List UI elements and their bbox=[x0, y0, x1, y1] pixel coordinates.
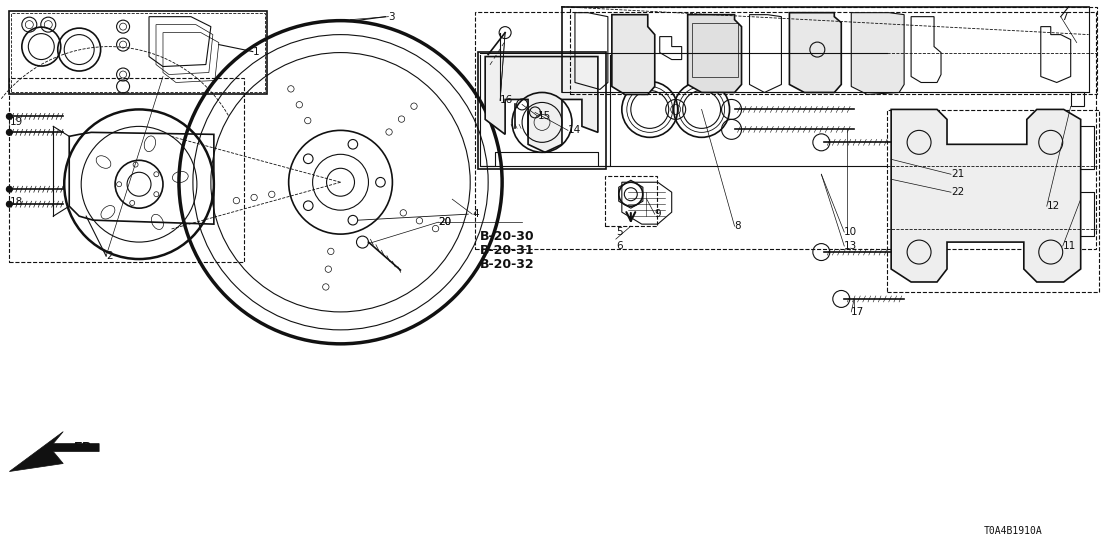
Text: 20: 20 bbox=[439, 217, 451, 227]
Text: B-20-30: B-20-30 bbox=[480, 229, 535, 243]
Circle shape bbox=[7, 114, 12, 120]
Bar bbox=[888, 110, 1099, 292]
Circle shape bbox=[7, 186, 12, 192]
Text: 18: 18 bbox=[9, 197, 22, 207]
Text: 4: 4 bbox=[472, 209, 479, 219]
Text: B-20-31: B-20-31 bbox=[480, 244, 535, 257]
Polygon shape bbox=[789, 13, 841, 93]
Text: 19: 19 bbox=[9, 117, 22, 127]
Bar bbox=[605, 176, 657, 226]
Text: 16: 16 bbox=[500, 95, 513, 105]
Polygon shape bbox=[688, 14, 741, 93]
Bar bbox=[11, 13, 265, 93]
Text: 21: 21 bbox=[951, 170, 964, 179]
Text: 2: 2 bbox=[106, 251, 113, 261]
Text: 10: 10 bbox=[844, 227, 858, 237]
Text: 17: 17 bbox=[851, 307, 864, 317]
Text: 13: 13 bbox=[844, 241, 858, 251]
Bar bbox=[9, 11, 267, 95]
Text: 20: 20 bbox=[439, 217, 451, 227]
Text: 15: 15 bbox=[538, 111, 552, 121]
Circle shape bbox=[7, 201, 12, 207]
Text: 1: 1 bbox=[253, 47, 259, 57]
Bar bbox=[479, 52, 606, 170]
Bar bbox=[475, 12, 1096, 249]
Polygon shape bbox=[9, 432, 99, 471]
Text: 8: 8 bbox=[735, 221, 741, 231]
Polygon shape bbox=[485, 57, 598, 152]
Text: 3: 3 bbox=[389, 12, 396, 22]
Text: 11: 11 bbox=[1063, 241, 1076, 251]
Bar bbox=[570, 7, 1097, 95]
Text: B-20-32: B-20-32 bbox=[480, 258, 535, 270]
Text: 6: 6 bbox=[616, 241, 623, 251]
Circle shape bbox=[7, 130, 12, 135]
Polygon shape bbox=[891, 110, 1080, 282]
Text: FR.: FR. bbox=[73, 441, 98, 454]
Text: 5: 5 bbox=[616, 227, 623, 237]
Polygon shape bbox=[612, 14, 655, 95]
Bar bbox=[9, 78, 244, 262]
Text: 22: 22 bbox=[951, 187, 964, 197]
Text: 12: 12 bbox=[1047, 201, 1060, 211]
Text: 9: 9 bbox=[655, 209, 661, 219]
Polygon shape bbox=[851, 13, 904, 95]
Text: 14: 14 bbox=[568, 125, 582, 135]
Text: 7: 7 bbox=[1060, 12, 1067, 22]
Text: T0A4B1910A: T0A4B1910A bbox=[984, 526, 1043, 536]
